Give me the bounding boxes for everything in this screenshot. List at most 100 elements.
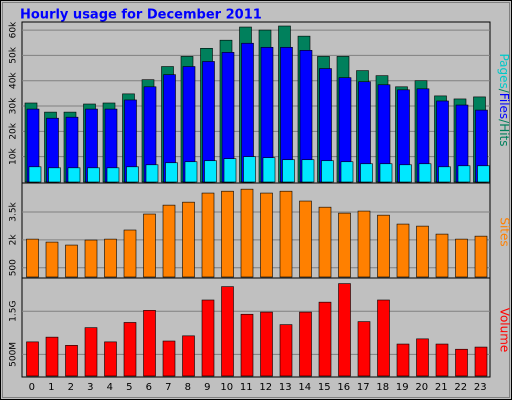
bar: [223, 158, 237, 183]
bar: [260, 311, 273, 377]
bar: [318, 206, 332, 278]
legend-hits: Hits: [498, 123, 512, 146]
bar: [357, 210, 371, 278]
separator: /: [498, 89, 512, 94]
bar: [162, 204, 176, 278]
bar: [240, 313, 254, 377]
bar: [240, 188, 254, 278]
bar: [301, 159, 315, 183]
bar: [221, 286, 234, 377]
y-tick-label: 2k: [9, 234, 19, 246]
x-tick-label: 19: [396, 382, 409, 393]
bar: [340, 161, 354, 183]
bar: [45, 336, 59, 377]
x-tick-label: 6: [146, 382, 152, 393]
bar: [474, 346, 488, 377]
y-tick-label: 500: [9, 259, 19, 276]
bar: [84, 239, 98, 278]
bar: [262, 157, 276, 183]
bar: [279, 324, 293, 377]
bar: [357, 321, 371, 377]
bar: [279, 190, 293, 278]
x-tick-label: 2: [68, 382, 74, 393]
bar: [338, 212, 351, 278]
bar: [104, 341, 117, 377]
y-tick-label: 40k: [9, 72, 19, 89]
bar: [104, 238, 117, 278]
bar: [182, 201, 195, 278]
bar: [65, 345, 78, 377]
bar: [28, 166, 42, 183]
x-tick-label: 1: [48, 382, 54, 393]
bar: [65, 244, 78, 278]
bar: [201, 192, 215, 278]
x-tick-label: 23: [474, 382, 487, 393]
bar: [435, 343, 449, 377]
bar: [123, 229, 137, 278]
bar: [474, 235, 488, 278]
y-label-group: Pages/Files/Hits: [498, 53, 512, 146]
x-tick-label: 11: [240, 382, 253, 393]
x-tick-label: 0: [29, 382, 35, 393]
x-tick-label: 15: [318, 382, 331, 393]
x-tick-label: 4: [107, 382, 113, 393]
x-tick-label: 22: [454, 382, 467, 393]
y-tick-label: 10k: [9, 148, 19, 165]
bar: [455, 238, 468, 278]
bar: [162, 340, 176, 377]
bar: [438, 166, 451, 183]
bar: [416, 225, 429, 278]
separator: /: [498, 119, 512, 124]
x-tick-label: 5: [126, 382, 132, 393]
legend-volume: Volume: [498, 308, 512, 353]
x-tick-label: 17: [357, 382, 370, 393]
bar: [48, 167, 61, 183]
bar: [318, 301, 332, 377]
bar: [143, 310, 156, 377]
bar: [418, 163, 432, 183]
x-tick-label: 7: [165, 382, 171, 393]
bar: [145, 164, 159, 183]
chart-title: Hourly usage for December 2011: [20, 8, 262, 23]
y-tick-label: 50k: [9, 46, 19, 63]
bar: [260, 192, 273, 278]
bar: [379, 163, 393, 183]
y-tick-label: 60k: [9, 21, 19, 38]
bar: [45, 241, 59, 278]
bar: [377, 214, 390, 278]
bar: [204, 160, 217, 183]
bar: [321, 160, 334, 183]
x-tick-label: 10: [220, 382, 233, 393]
x-tick-label: 16: [337, 382, 350, 393]
bar: [396, 223, 410, 278]
y-tick-label: 30k: [9, 97, 19, 114]
bar: [126, 166, 139, 183]
bar: [243, 156, 256, 183]
x-tick-label: 13: [279, 382, 292, 393]
bar: [299, 311, 312, 377]
legend-sites: Sites: [498, 217, 512, 246]
x-tick-label: 14: [298, 382, 311, 393]
bar: [26, 238, 39, 278]
bar: [184, 161, 198, 183]
bar: [26, 341, 39, 377]
y-tick-label: 20k: [9, 122, 19, 139]
bar: [399, 164, 412, 183]
bar: [67, 167, 81, 183]
y-tick-label: 3.5k: [9, 201, 19, 221]
bar: [87, 167, 100, 183]
plot-area: [21, 277, 491, 378]
bar: [477, 165, 490, 183]
bar: [377, 299, 390, 377]
bar: [360, 163, 373, 183]
y-tick-label: 1.5G: [9, 301, 19, 322]
x-tick-label: 21: [435, 382, 448, 393]
bar: [143, 213, 156, 278]
bar: [457, 165, 471, 183]
bar: [84, 327, 98, 377]
bar: [299, 200, 312, 278]
y-tick-label: 500M: [9, 342, 19, 367]
bar: [435, 233, 449, 278]
x-tick-label: 3: [87, 382, 93, 393]
